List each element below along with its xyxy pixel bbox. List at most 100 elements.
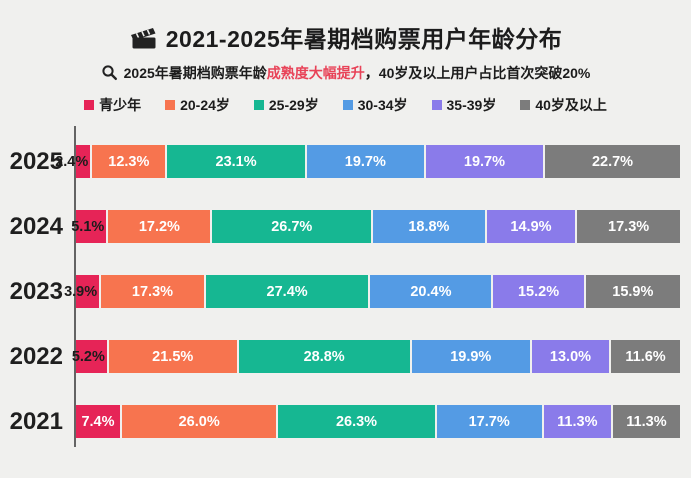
bar-value-label: 20.4% <box>410 283 452 300</box>
legend-marker-teens <box>84 100 95 110</box>
year-label-2023: 2023 <box>9 277 63 305</box>
legend-item-30-34: 30-34岁 <box>342 95 408 115</box>
subtitle-prefix: 2025年暑期档购票年龄 <box>123 64 267 81</box>
subtitle-suffix: ，40岁及以上用户占比首次突破20% <box>364 64 591 81</box>
bar-segment-2024-35-39: 14.9% <box>486 210 576 243</box>
bar-segment-2023-35-39: 15.2% <box>493 275 584 308</box>
bar-segment-2025-25-29: 23.1% <box>167 145 305 178</box>
bar-segment-2021-20-24: 26.0% <box>121 405 277 438</box>
bar-value-label: 7.4% <box>81 413 115 430</box>
title-row: 2021-2025年暑期档购票用户年龄分布 <box>0 0 691 52</box>
bar-segment-2025-20-24: 12.3% <box>92 145 166 178</box>
bar-value-label: 23.1% <box>215 153 257 170</box>
bar-value-label: 17.7% <box>468 413 510 430</box>
legend-marker-25-29 <box>253 100 264 110</box>
chart-row-2023: 2023 3.9% 17.3% 27.4% 20.4% 15.2% 15.9% <box>0 259 691 324</box>
bar-value-label: 26.3% <box>335 413 378 430</box>
bar-segment-2024-25-29: 26.7% <box>212 210 372 243</box>
magnifier-icon <box>102 65 117 80</box>
bar-value-label: 17.2% <box>138 218 180 235</box>
legend-marker-20-24 <box>165 100 176 110</box>
bar-track-2021: 7.4% 26.0% 26.3% 17.7% 11.3% 11.3% <box>76 405 680 438</box>
bar-segment-2024-teens: 5.1% <box>71 210 107 243</box>
legend-item-40-plus: 40岁及以上 <box>520 95 607 115</box>
bar-segment-2025-35-39: 19.7% <box>425 145 544 178</box>
bar-segment-2022-25-29: 28.8% <box>238 340 410 373</box>
year-label-2024: 2024 <box>9 212 63 240</box>
bar-segment-2025-40-plus: 22.7% <box>545 145 680 178</box>
bar-value-label: 11.3% <box>557 413 598 430</box>
bar-value-label: 28.8% <box>303 348 345 365</box>
bar-segment-2022-40-plus: 11.6% <box>611 340 680 373</box>
bar-value-label: 5.2% <box>71 348 105 365</box>
bar-value-label: 17.3% <box>131 283 174 300</box>
subtitle: 2025年暑期档购票年龄成熟度大幅提升，40岁及以上用户占比首次突破20% <box>124 63 591 83</box>
subtitle-row: 2025年暑期档购票年龄成熟度大幅提升，40岁及以上用户占比首次突破20% <box>0 63 691 82</box>
legend-label-40-plus: 40岁及以上 <box>535 97 607 113</box>
bar-value-label: 5.1% <box>71 218 105 235</box>
legend-marker-35-39 <box>431 100 442 110</box>
bar-segment-2022-35-39: 13.0% <box>531 340 610 373</box>
chart-row-2025: 2025 2.4% 12.3% 23.1% 19.7% 19.7% 22.7% <box>0 129 691 194</box>
legend-item-35-39: 35-39岁 <box>431 95 497 115</box>
bar-value-label: 11.3% <box>626 413 667 430</box>
bar-segment-2022-20-24: 21.5% <box>108 340 237 373</box>
bar-value-label: 22.7% <box>591 153 634 170</box>
bar-segment-2023-40-plus: 15.9% <box>585 275 681 308</box>
bar-segment-2024-30-34: 18.8% <box>373 210 485 243</box>
subtitle-highlight: 成熟度大幅提升 <box>266 64 365 81</box>
year-label-2022: 2022 <box>9 342 63 370</box>
bar-value-label: 11.6% <box>625 348 666 365</box>
legend-label-30-34: 30-34岁 <box>357 97 408 113</box>
year-label-2021: 2021 <box>9 407 63 435</box>
chart-row-2024: 2024 5.1% 17.2% 26.7% 18.8% 14.9% 17.3% <box>0 194 691 259</box>
legend-marker-30-34 <box>342 100 353 110</box>
bar-value-label: 13.0% <box>549 348 592 365</box>
legend-item-teens: 青少年 <box>84 95 141 115</box>
legend-marker-40-plus <box>520 100 531 110</box>
legend-label-20-24: 20-24岁 <box>180 97 230 113</box>
bar-segment-2021-35-39: 11.3% <box>543 405 611 438</box>
legend-label-25-29: 25-29岁 <box>268 97 319 113</box>
bar-segment-2023-20-24: 17.3% <box>101 275 204 308</box>
chart-row-2022: 2022 5.2% 21.5% 28.8% 19.9% 13.0% 11.6% <box>0 324 691 389</box>
bar-value-label: 12.3% <box>108 153 150 170</box>
legend-label-35-39: 35-39岁 <box>446 97 497 113</box>
y-axis-line <box>74 126 76 447</box>
bar-segment-2023-teens: 3.9% <box>64 275 100 308</box>
bar-segment-2021-30-34: 17.7% <box>436 405 542 438</box>
bar-segment-2025-teens: 2.4% <box>55 145 91 178</box>
bar-value-label: 14.9% <box>510 218 552 235</box>
clapperboard-icon <box>130 28 156 49</box>
stacked-bar-chart: 2025 2.4% 12.3% 23.1% 19.7% 19.7% 22.7% 2024 5.1… <box>0 126 691 454</box>
bar-track-2025: 2.4% 12.3% 23.1% 19.7% 19.7% 22.7% <box>55 145 680 178</box>
bar-segment-2021-teens: 7.4% <box>76 405 120 438</box>
bar-value-label: 26.0% <box>178 413 220 430</box>
bar-segment-2023-30-34: 20.4% <box>370 275 492 308</box>
bar-segment-2023-25-29: 27.4% <box>205 275 369 308</box>
bar-value-label: 27.4% <box>266 283 308 300</box>
legend-item-25-29: 25-29岁 <box>253 95 319 115</box>
bar-value-label: 19.7% <box>344 153 386 170</box>
bar-track-2024: 5.1% 17.2% 26.7% 18.8% 14.9% 17.3% <box>71 210 680 243</box>
bar-segment-2024-20-24: 17.2% <box>108 210 211 243</box>
bar-segment-2021-25-29: 26.3% <box>278 405 435 438</box>
bar-value-label: 18.8% <box>408 218 450 235</box>
year-label-2025: 2025 <box>9 147 63 175</box>
bar-segment-2024-40-plus: 17.3% <box>577 210 680 243</box>
legend-label-teens: 青少年 <box>99 97 142 113</box>
bar-value-label: 15.2% <box>517 283 560 300</box>
bar-segment-2021-40-plus: 11.3% <box>612 405 680 438</box>
bar-value-label: 19.9% <box>450 348 492 365</box>
bar-track-2023: 3.9% 17.3% 27.4% 20.4% 15.2% 15.9% <box>64 275 681 308</box>
bar-segment-2025-30-34: 19.7% <box>306 145 424 178</box>
bar-value-label: 17.3% <box>608 218 650 235</box>
bar-track-2022: 5.2% 21.5% 28.8% 19.9% 13.0% 11.6% <box>72 340 680 373</box>
bar-segment-2022-30-34: 19.9% <box>411 340 530 373</box>
chart-row-2021: 2021 7.4% 26.0% 26.3% 17.7% 11.3% 11.3% <box>0 389 691 454</box>
bar-value-label: 21.5% <box>152 348 194 365</box>
bar-value-label: 26.7% <box>271 218 313 235</box>
bar-value-label: 19.7% <box>463 153 506 170</box>
legend: 青少年 20-24岁 25-29岁 30-34岁 35-39岁 40岁及以上 <box>0 97 691 113</box>
